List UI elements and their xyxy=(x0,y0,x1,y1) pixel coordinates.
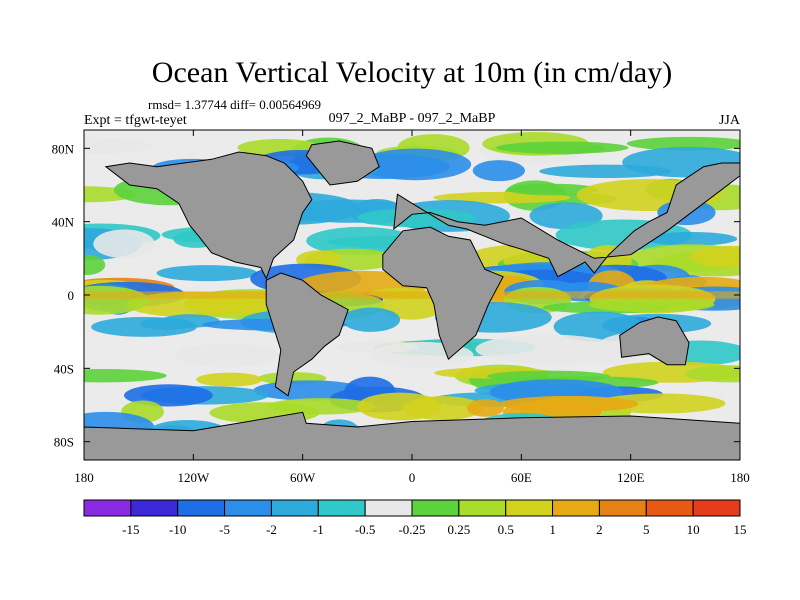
colorbar-label: -5 xyxy=(219,522,230,537)
colorbar-label: 0.25 xyxy=(447,522,470,537)
case-label: 097_2_MaBP - 097_2_MaBP xyxy=(329,111,496,126)
colorbar-label: 2 xyxy=(596,522,603,537)
land-region xyxy=(265,272,349,397)
colorbar-label: 5 xyxy=(643,522,650,537)
x-tick-label: 60W xyxy=(290,470,316,485)
velocity-patch xyxy=(359,148,472,181)
velocity-patch xyxy=(486,370,610,382)
land-region xyxy=(393,162,740,278)
velocity-patch xyxy=(589,296,715,313)
colorbar-swatch xyxy=(130,499,179,517)
colorbar-label: -2 xyxy=(266,522,277,537)
colorbar-swatch xyxy=(692,499,741,517)
colorbar-swatch xyxy=(364,499,413,517)
velocity-patch xyxy=(174,343,280,367)
land-region xyxy=(305,140,380,186)
equatorial-upwelling-band xyxy=(84,291,740,299)
y-tick-label: 40S xyxy=(54,361,74,376)
y-tick-label: 80S xyxy=(54,435,74,450)
land-mask xyxy=(84,140,740,460)
velocity-patch xyxy=(645,232,738,246)
colorbar-label: -10 xyxy=(169,522,186,537)
velocity-patch xyxy=(496,141,629,154)
x-tick-label: 180 xyxy=(730,470,750,485)
velocity-patch xyxy=(475,334,620,365)
velocity-patch xyxy=(335,340,419,353)
velocity-patch xyxy=(690,245,740,268)
y-axis: 80N 40N 0 40S 80S xyxy=(52,141,740,450)
stats-label: rmsd= 1.37744 diff= 0.00564969 xyxy=(148,97,321,112)
velocity-patch xyxy=(595,393,726,414)
colorbar-swatch xyxy=(645,499,694,517)
colorbar-label: 0.5 xyxy=(498,522,514,537)
velocity-patch xyxy=(341,307,401,332)
colorbar-label: 15 xyxy=(734,522,747,537)
velocity-patch xyxy=(472,160,525,182)
velocity-patch xyxy=(84,137,153,155)
velocity-patch xyxy=(267,398,376,415)
velocity-patch xyxy=(626,136,740,151)
land-region xyxy=(104,151,313,280)
y-tick-label: 0 xyxy=(68,288,75,303)
velocity-patch xyxy=(84,254,106,275)
colorbar-swatch xyxy=(411,499,460,517)
colorbar-label: -15 xyxy=(122,522,139,537)
x-tick-label: 180 xyxy=(74,470,94,485)
colorbar-swatch xyxy=(83,499,132,517)
colorbar-swatch xyxy=(177,499,226,517)
colorbar: -15 -10 -5 -2 -1 -0.5 -0.25 0.25 0.5 1 2 5 10 15 xyxy=(83,499,747,537)
velocity-patch xyxy=(84,285,150,315)
chart-title: Ocean Vertical Velocity at 10m (in cm/da… xyxy=(152,56,672,89)
colorbar-swatch xyxy=(224,499,272,517)
colorbar-swatch xyxy=(505,499,554,517)
season-label: JJA xyxy=(719,113,741,128)
colorbar-label: 10 xyxy=(687,522,700,537)
x-tick-label: 0 xyxy=(409,470,416,485)
velocity-patch xyxy=(84,368,167,383)
velocity-patch xyxy=(93,229,155,259)
velocity-patch xyxy=(91,316,197,337)
x-tick-label: 120E xyxy=(617,470,645,485)
velocity-patch xyxy=(156,265,258,282)
x-tick-label: 120W xyxy=(177,470,210,485)
land-region xyxy=(382,226,504,361)
x-axis: 180 120W 60W 0 60E 120E 180 xyxy=(74,130,750,485)
colorbar-swatch xyxy=(270,499,319,517)
velocity-patch xyxy=(466,399,504,417)
colorbar-label: -1 xyxy=(313,522,324,537)
map-plot-area xyxy=(84,130,740,460)
velocity-patch xyxy=(357,392,442,421)
y-tick-label: 40N xyxy=(52,215,75,230)
colorbar-swatch xyxy=(598,499,647,517)
colorbar-label: -0.25 xyxy=(398,522,425,537)
velocity-patch xyxy=(506,183,598,196)
land-region xyxy=(84,411,740,460)
colorbar-label: 1 xyxy=(549,522,556,537)
colorbar-swatch xyxy=(317,499,366,517)
y-tick-label: 80N xyxy=(52,141,75,156)
colorbar-swatch xyxy=(458,499,507,517)
velocity-patch xyxy=(684,365,740,383)
velocity-patch xyxy=(380,293,444,320)
colorbar-label: -0.5 xyxy=(355,522,376,537)
land-region xyxy=(619,316,690,366)
x-tick-label: 60E xyxy=(511,470,532,485)
velocity-patch xyxy=(196,372,263,387)
experiment-label: Expt = tfgwt-teyet xyxy=(84,113,187,128)
colorbar-swatch xyxy=(552,499,600,517)
